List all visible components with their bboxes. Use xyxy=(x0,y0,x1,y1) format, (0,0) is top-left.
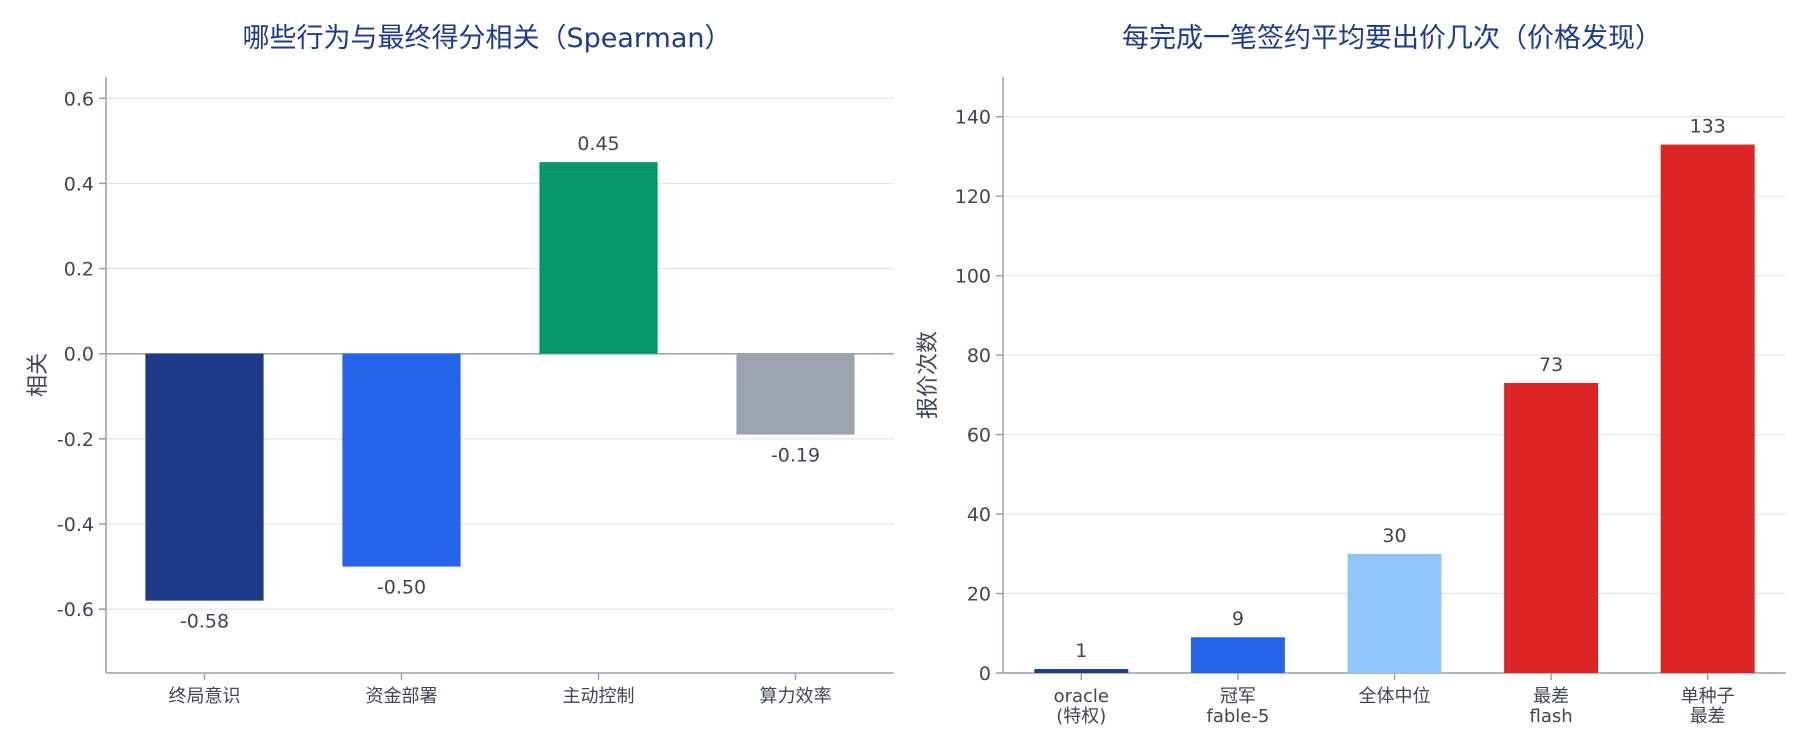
bar xyxy=(539,162,658,354)
data-label: -0.58 xyxy=(180,611,229,633)
y-tick-label: 40 xyxy=(967,504,991,526)
bar xyxy=(1347,553,1442,673)
x-tick-label: 终局意识 xyxy=(169,686,241,707)
y-tick-label: 0.6 xyxy=(64,88,94,110)
x-tick-label: (特权) xyxy=(1056,706,1106,727)
x-tick-label: 算力效率 xyxy=(760,686,832,707)
data-label: 9 xyxy=(1232,608,1244,630)
chart-title: 哪些行为与最终得分相关（Spearman） xyxy=(242,23,731,54)
y-tick-label: 60 xyxy=(967,425,991,447)
data-label: 133 xyxy=(1690,116,1726,138)
y-axis-label: 报价次数 xyxy=(916,331,941,419)
y-tick-label: 80 xyxy=(967,345,991,367)
y-tick-label: 140 xyxy=(955,107,991,129)
data-label: 1 xyxy=(1075,640,1087,662)
data-label: 73 xyxy=(1539,354,1563,376)
x-tick-label: fable-5 xyxy=(1206,706,1269,727)
data-label: -0.19 xyxy=(771,445,820,467)
bar xyxy=(342,353,461,567)
y-tick-label: 0.0 xyxy=(64,344,94,366)
x-tick-label: oracle xyxy=(1054,686,1109,707)
x-tick-label: 冠军 xyxy=(1220,686,1256,707)
bids-per-deal-chart: 每完成一笔签约平均要出价几次（价格发现） 报价次数 0 20 40 60 80 100 12… xyxy=(916,23,1786,727)
x-tick-label: 主动控制 xyxy=(563,686,635,707)
x-tick-label: 最差 xyxy=(1690,706,1726,727)
bar xyxy=(736,353,855,435)
bar xyxy=(1190,637,1285,673)
bar xyxy=(1504,382,1599,673)
x-tick-label: 全体中位 xyxy=(1359,686,1431,707)
x-tick-label: 最差 xyxy=(1533,686,1569,707)
x-tick-label: 资金部署 xyxy=(366,686,438,707)
y-tick-label: 120 xyxy=(955,186,991,208)
correlation-chart: 哪些行为与最终得分相关（Spearman） 相关 0.6 0.4 0.2 0.0 -0.… xyxy=(26,23,894,707)
y-tick-label: 0 xyxy=(979,663,991,685)
x-tick-label: flash xyxy=(1530,706,1573,727)
y-tick-label: -0.4 xyxy=(57,514,94,536)
chart-title: 每完成一笔签约平均要出价几次（价格发现） xyxy=(1122,23,1662,54)
y-tick-label: -0.6 xyxy=(57,599,94,621)
data-label: 30 xyxy=(1382,525,1406,547)
y-tick-label: 0.4 xyxy=(64,173,94,195)
bar xyxy=(1660,144,1755,674)
bar xyxy=(1034,669,1129,673)
data-label: 0.45 xyxy=(577,133,619,155)
y-axis-label: 相关 xyxy=(26,353,51,397)
x-tick-label: 单种子 xyxy=(1681,686,1735,707)
y-tick-label: 0.2 xyxy=(64,259,94,281)
bar xyxy=(145,353,264,601)
data-label: -0.50 xyxy=(377,577,426,599)
y-tick-label: 20 xyxy=(967,584,991,606)
y-tick-label: 100 xyxy=(955,266,991,288)
y-tick-label: -0.2 xyxy=(57,429,94,451)
